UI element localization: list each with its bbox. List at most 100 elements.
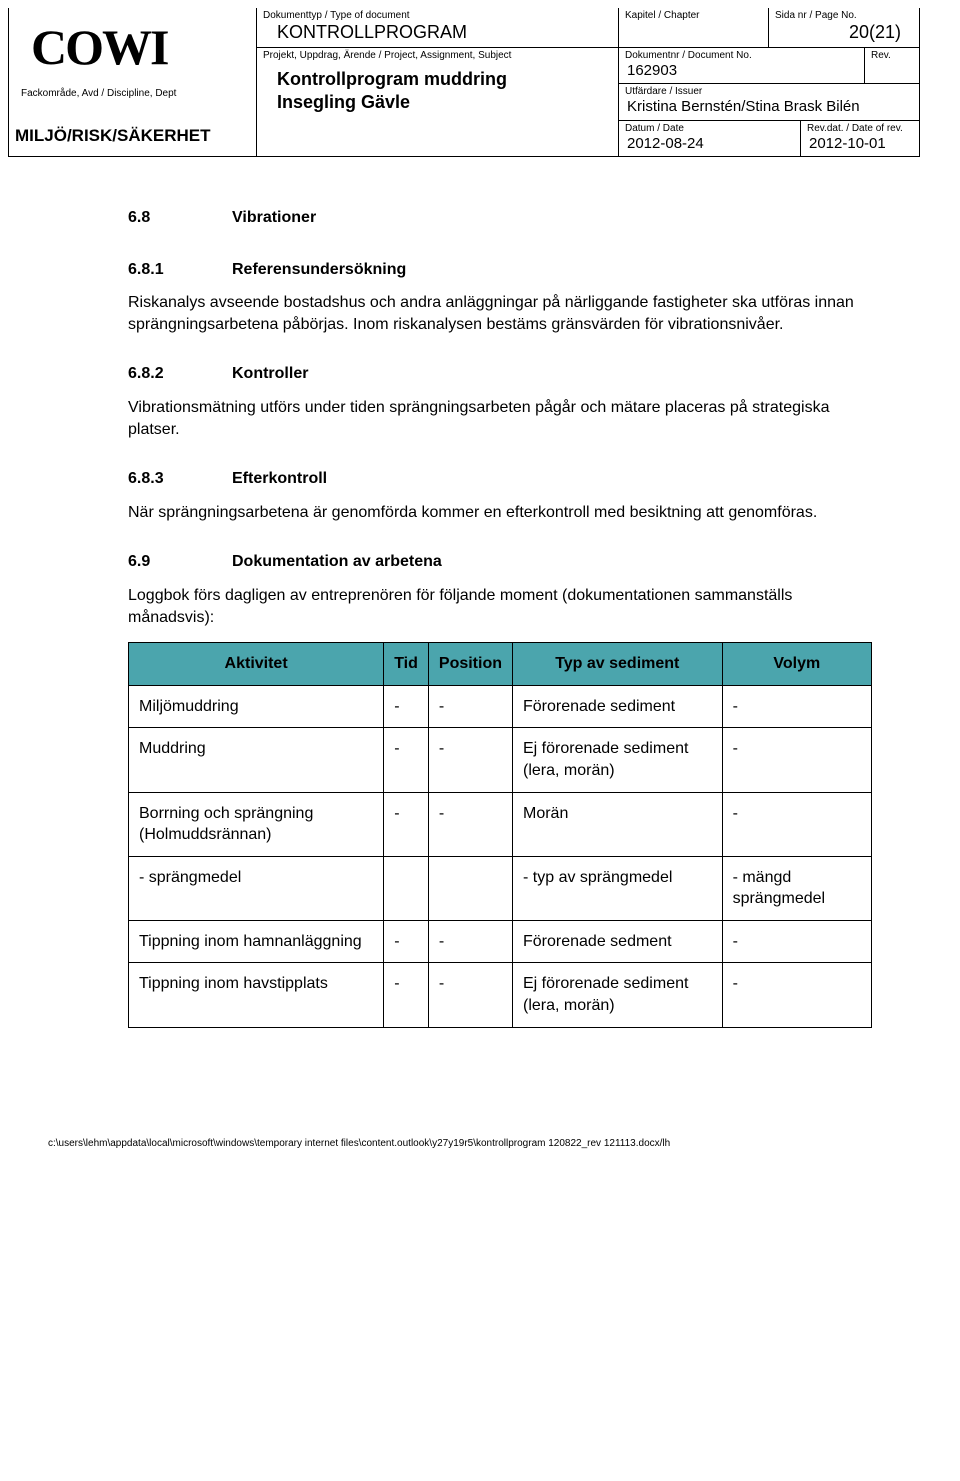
table-body: Miljömuddring--Förorenade sediment-Muddr…	[129, 685, 872, 1027]
table-cell: -	[384, 728, 429, 792]
company-logo: COWI	[31, 22, 246, 72]
discipline-label: Fackområde, Avd / Discipline, Dept	[15, 86, 250, 100]
pageno-label: Sida nr / Page No.	[769, 8, 919, 22]
subject-label: Projekt, Uppdrag, Ärende / Project, Assi…	[257, 48, 618, 62]
table-cell: Muddring	[129, 728, 384, 792]
docno-value: 162903	[619, 62, 864, 83]
revdate-cell: Rev.dat. / Date of rev. 2012-10-01	[801, 121, 919, 156]
table-cell: -	[384, 685, 429, 728]
table-cell: Borrning och sprängning (Holmuddsrännan)	[129, 792, 384, 856]
table-cell: -	[722, 792, 871, 856]
section-6-9: 6.9 Dokumentation av arbetena	[128, 551, 872, 573]
table-row: Tippning inom havstipplats--Ej förorenad…	[129, 963, 872, 1027]
table-column-header: Position	[428, 643, 512, 686]
table-cell: -	[384, 920, 429, 963]
meta-column: Dokumentnr / Document No. 162903 Rev. Ut…	[619, 48, 919, 156]
section-body: Loggbok förs dagligen av entreprenören f…	[128, 585, 872, 628]
section-number: 6.8.3	[128, 468, 232, 490]
table-cell: -	[428, 685, 512, 728]
section-number: 6.9	[128, 551, 232, 573]
pageno-cell: Sida nr / Page No. 20(21)	[769, 8, 919, 47]
table-cell: -	[428, 792, 512, 856]
section-title: Referensundersökning	[232, 259, 406, 281]
doctype-cell: Dokumenttyp / Type of document KONTROLLP…	[257, 8, 619, 47]
subject-cell: Projekt, Uppdrag, Ärende / Project, Assi…	[257, 48, 619, 156]
date-label: Datum / Date	[619, 121, 800, 135]
page: COWI Fackområde, Avd / Discipline, Dept …	[0, 0, 960, 1179]
section-number: 6.8.1	[128, 259, 232, 281]
table-cell: -	[722, 920, 871, 963]
table-cell: Morän	[513, 792, 723, 856]
table-column-header: Tid	[384, 643, 429, 686]
section-body: Riskanalys avseende bostadshus och andra…	[128, 292, 872, 335]
docno-cell: Dokumentnr / Document No. 162903	[619, 48, 865, 83]
section-6-8-1: 6.8.1 Referensundersökning	[128, 259, 872, 281]
doctype-label: Dokumenttyp / Type of document	[257, 8, 618, 22]
table-cell: Tippning inom havstipplats	[129, 963, 384, 1027]
section-title: Vibrationer	[232, 207, 316, 229]
table-cell: Ej förorenade sediment (lera, morän)	[513, 963, 723, 1027]
table-row: Tippning inom hamnanläggning--Förorenade…	[129, 920, 872, 963]
pageno-value: 20(21)	[769, 22, 919, 47]
table-cell: -	[428, 920, 512, 963]
discipline-value: MILJÖ/RISK/SÄKERHET	[15, 100, 250, 150]
rev-cell: Rev.	[865, 48, 919, 83]
section-title: Dokumentation av arbetena	[232, 551, 442, 573]
discipline-cell: Fackområde, Avd / Discipline, Dept MILJÖ…	[9, 80, 256, 156]
table-cell	[428, 856, 512, 920]
chapter-label: Kapitel / Chapter	[619, 8, 768, 22]
table-cell: Miljömuddring	[129, 685, 384, 728]
section-body: När sprängningsarbetena är genomförda ko…	[128, 502, 872, 524]
table-cell: -	[428, 728, 512, 792]
table-cell: - typ av sprängmedel	[513, 856, 723, 920]
chapter-value	[619, 22, 768, 26]
header-row-2: Projekt, Uppdrag, Ärende / Project, Assi…	[257, 48, 919, 156]
table-header: AktivitetTidPositionTyp av sedimentVolym	[129, 643, 872, 686]
header-left: COWI Fackområde, Avd / Discipline, Dept …	[9, 8, 257, 156]
table-cell: -	[384, 963, 429, 1027]
docno-row: Dokumentnr / Document No. 162903 Rev.	[619, 48, 919, 84]
revdate-label: Rev.dat. / Date of rev.	[801, 121, 919, 135]
table-cell: Ej förorenade sediment (lera, morän)	[513, 728, 723, 792]
table-row: Miljömuddring--Förorenade sediment-	[129, 685, 872, 728]
section-body: Vibrationsmätning utförs under tiden spr…	[128, 397, 872, 440]
section-6-8-3: 6.8.3 Efterkontroll	[128, 468, 872, 490]
table-cell: Förorenade sedment	[513, 920, 723, 963]
table-cell	[384, 856, 429, 920]
table-row: Borrning och sprängning (Holmuddsrännan)…	[129, 792, 872, 856]
table-cell: - sprängmedel	[129, 856, 384, 920]
footer-path: c:\users\lehm\appdata\local\microsoft\wi…	[8, 1048, 920, 1159]
table-cell: -	[722, 685, 871, 728]
table-cell: - mängd sprängmedel	[722, 856, 871, 920]
table-column-header: Typ av sediment	[513, 643, 723, 686]
table-column-header: Aktivitet	[129, 643, 384, 686]
rev-label: Rev.	[865, 48, 919, 62]
docno-label: Dokumentnr / Document No.	[619, 48, 864, 62]
section-title: Efterkontroll	[232, 468, 327, 490]
section-number: 6.8	[128, 207, 232, 229]
section-title: Kontroller	[232, 363, 308, 385]
section-6-8-2: 6.8.2 Kontroller	[128, 363, 872, 385]
date-value: 2012-08-24	[619, 135, 800, 156]
issuer-label: Utfärdare / Issuer	[619, 84, 919, 98]
section-number: 6.8.2	[128, 363, 232, 385]
table-cell: -	[384, 792, 429, 856]
table-row: Muddring--Ej förorenade sediment (lera, …	[129, 728, 872, 792]
table-header-row: AktivitetTidPositionTyp av sedimentVolym	[129, 643, 872, 686]
date-row: Datum / Date 2012-08-24 Rev.dat. / Date …	[619, 121, 919, 156]
log-table: AktivitetTidPositionTyp av sedimentVolym…	[128, 642, 872, 1028]
section-6-8: 6.8 Vibrationer	[128, 207, 872, 229]
table-cell: Tippning inom hamnanläggning	[129, 920, 384, 963]
table-column-header: Volym	[722, 643, 871, 686]
subject-value: Kontrollprogram muddringInsegling Gävle	[257, 62, 618, 156]
issuer-value: Kristina Bernstén/Stina Brask Bilén	[619, 98, 919, 119]
table-cell: -	[428, 963, 512, 1027]
issuer-cell: Utfärdare / Issuer Kristina Bernstén/Sti…	[619, 84, 919, 121]
doctype-value: KONTROLLPROGRAM	[257, 22, 618, 47]
table-cell: Förorenade sediment	[513, 685, 723, 728]
document-header: COWI Fackområde, Avd / Discipline, Dept …	[8, 8, 920, 157]
table-row: - sprängmedel - typ av sprängmedel- mängd…	[129, 856, 872, 920]
header-right: Dokumenttyp / Type of document KONTROLLP…	[257, 8, 919, 156]
revdate-value: 2012-10-01	[801, 135, 919, 156]
header-row-1: Dokumenttyp / Type of document KONTROLLP…	[257, 8, 919, 48]
